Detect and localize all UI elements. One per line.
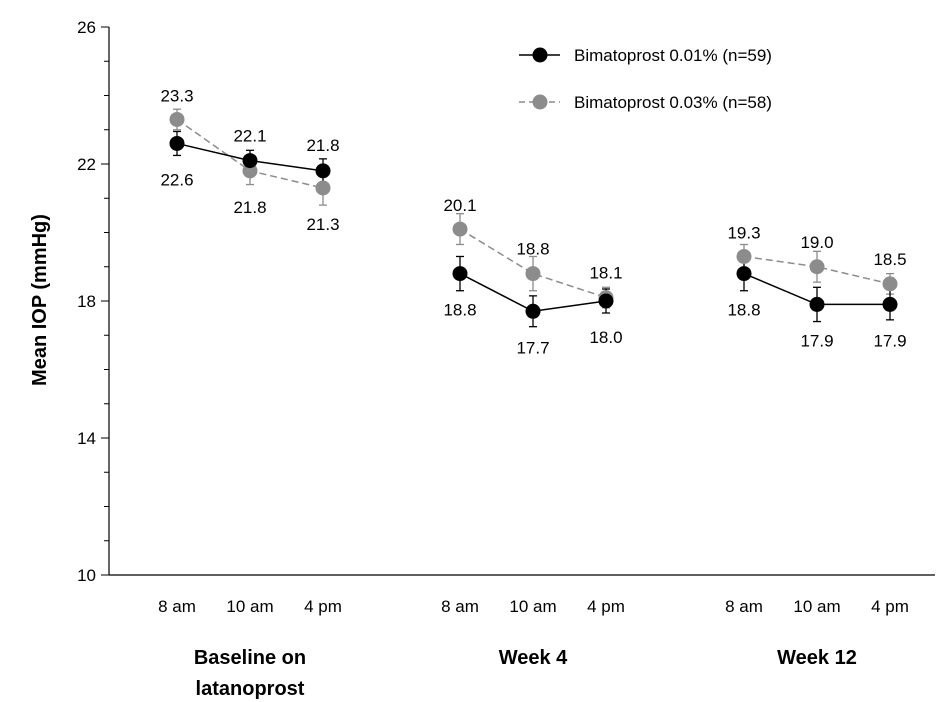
data-point [736,266,752,282]
x-time-label: 8 am [441,597,479,616]
series-line [743,255,891,285]
y-tick-label: 14 [77,429,96,448]
data-label: 17.9 [800,331,833,350]
x-time-label: 8 am [158,597,196,616]
data-label: 19.3 [727,223,760,242]
data-label: 22.6 [160,170,193,189]
y-tick-label: 22 [77,155,96,174]
x-time-label: 4 pm [304,597,342,616]
data-label: 21.3 [306,215,339,234]
data-label: 20.1 [443,196,476,215]
data-point [242,153,258,169]
legend-label: Bimatoprost 0.01% (n=59) [574,46,772,65]
data-point [452,266,468,282]
data-label: 19.0 [800,233,833,252]
data-point [598,293,614,309]
data-point [452,221,468,237]
data-point [242,163,258,179]
data-label: 18.8 [443,301,476,320]
legend-marker [532,94,548,110]
x-group-label: Week 12 [777,647,857,669]
y-tick-label: 10 [77,566,96,585]
x-group-label: Baseline on [194,647,306,669]
data-point [525,303,541,319]
data-label: 18.1 [589,264,622,283]
data-point [169,111,185,127]
x-time-label: 4 pm [587,597,625,616]
y-tick-label: 18 [77,292,96,311]
data-point [736,248,752,264]
x-group-label: Week 4 [499,647,568,669]
data-label: 18.5 [873,250,906,269]
data-point [809,259,825,275]
data-point [315,163,331,179]
data-label: 22.1 [233,127,266,146]
x-axis-labels: 8 am 10 am 4 pm Baseline on latanoprost 8 am 1… [158,597,909,700]
data-point [809,296,825,312]
data-point [882,276,898,292]
data-label: 23.3 [160,86,193,105]
data-point [525,266,541,282]
data-label: 21.8 [306,136,339,155]
series-line [459,228,607,299]
axes: 10 14 18 22 26 [77,18,935,585]
x-group-label: latanoprost [196,678,305,700]
data-label: 17.9 [873,331,906,350]
legend-marker [532,47,548,63]
data-label: 18.8 [727,301,760,320]
data-point [882,296,898,312]
x-time-label: 4 pm [871,597,909,616]
data-label: 18.0 [589,328,622,347]
data-points [169,111,898,319]
legend-label: Bimatoprost 0.03% (n=58) [574,93,772,112]
x-time-label: 10 am [509,597,556,616]
data-label: 17.7 [516,338,549,357]
legend: Bimatoprost 0.01% (n=59) Bimatoprost 0.03… [519,46,772,112]
data-label: 21.8 [233,198,266,217]
y-axis-title: Mean IOP (mmHg) [29,214,51,386]
x-time-label: 10 am [226,597,273,616]
y-tick-label: 26 [77,18,96,37]
error-bars [173,108,894,328]
data-point [315,180,331,196]
data-labels: 23.3 21.8 21.3 20.1 18.8 18.1 19.3 19.0 18.5 22.6… [160,86,906,357]
x-time-label: 8 am [725,597,763,616]
data-label: 18.8 [516,240,549,259]
data-point [169,135,185,151]
x-time-label: 10 am [793,597,840,616]
